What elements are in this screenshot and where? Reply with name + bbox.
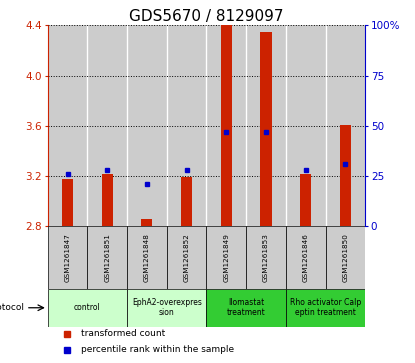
Bar bbox=[300, 174, 311, 226]
Text: Ilomastat
treatment: Ilomastat treatment bbox=[227, 298, 266, 317]
Bar bbox=[48, 25, 88, 226]
Bar bbox=[88, 226, 127, 289]
Text: protocol: protocol bbox=[0, 303, 24, 312]
Text: control: control bbox=[74, 303, 101, 312]
Text: GSM1261853: GSM1261853 bbox=[263, 233, 269, 282]
Bar bbox=[325, 226, 365, 289]
Text: GSM1261847: GSM1261847 bbox=[65, 233, 71, 282]
Title: GDS5670 / 8129097: GDS5670 / 8129097 bbox=[129, 9, 284, 24]
Bar bbox=[340, 125, 351, 226]
Text: GSM1261852: GSM1261852 bbox=[183, 233, 190, 282]
Text: percentile rank within the sample: percentile rank within the sample bbox=[81, 346, 234, 354]
Bar bbox=[221, 25, 232, 226]
Bar bbox=[286, 25, 325, 226]
Bar bbox=[246, 25, 286, 226]
Bar bbox=[102, 174, 113, 226]
Bar bbox=[48, 289, 127, 327]
Bar bbox=[88, 25, 127, 226]
Text: Rho activator Calp
eptin treatment: Rho activator Calp eptin treatment bbox=[290, 298, 361, 317]
Text: GSM1261851: GSM1261851 bbox=[104, 233, 110, 282]
Bar bbox=[207, 226, 246, 289]
Bar bbox=[207, 25, 246, 226]
Bar bbox=[207, 289, 286, 327]
Bar bbox=[62, 179, 73, 226]
Text: transformed count: transformed count bbox=[81, 330, 165, 338]
Bar bbox=[127, 226, 167, 289]
Bar bbox=[127, 25, 167, 226]
Bar bbox=[246, 226, 286, 289]
Bar bbox=[261, 32, 271, 226]
Bar bbox=[167, 25, 207, 226]
Bar bbox=[286, 289, 365, 327]
Bar bbox=[48, 226, 88, 289]
Text: GSM1261849: GSM1261849 bbox=[223, 233, 229, 282]
Text: GSM1261848: GSM1261848 bbox=[144, 233, 150, 282]
Bar bbox=[325, 25, 365, 226]
Bar bbox=[181, 177, 192, 226]
Bar bbox=[167, 226, 207, 289]
Text: EphA2-overexpres
sion: EphA2-overexpres sion bbox=[132, 298, 202, 317]
Text: GSM1261850: GSM1261850 bbox=[342, 233, 348, 282]
Text: GSM1261846: GSM1261846 bbox=[303, 233, 309, 282]
Bar bbox=[286, 226, 325, 289]
Bar bbox=[142, 219, 152, 226]
Bar bbox=[127, 289, 207, 327]
